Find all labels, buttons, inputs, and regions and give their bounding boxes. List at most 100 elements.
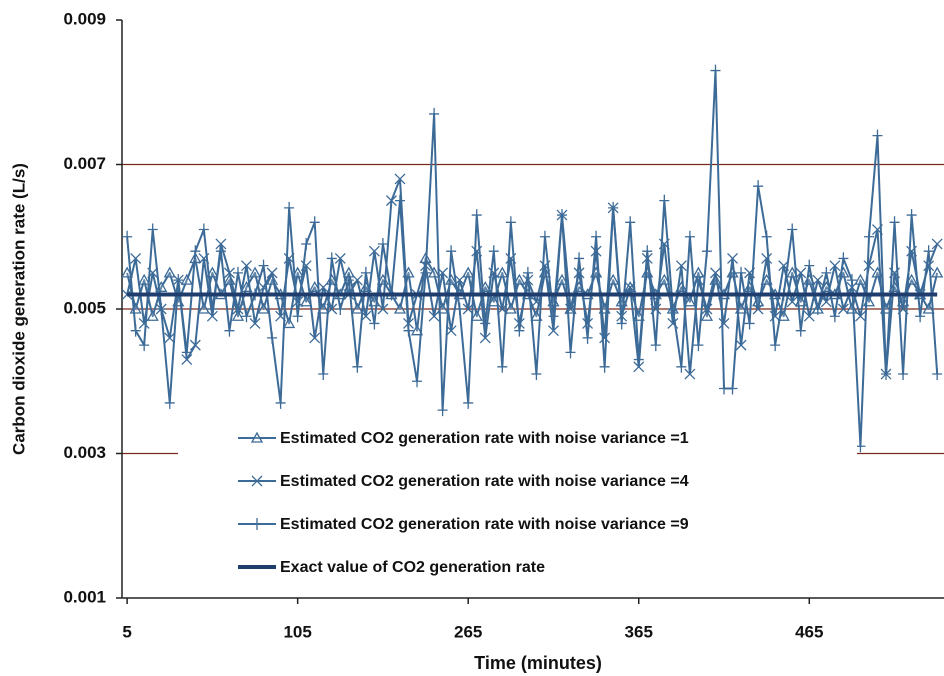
point-marker <box>428 310 440 322</box>
point-marker <box>368 245 380 257</box>
point-marker <box>633 361 645 373</box>
point-marker <box>565 346 576 359</box>
point-marker <box>122 289 133 301</box>
point-marker <box>317 302 330 314</box>
point-marker <box>446 245 457 258</box>
point-marker <box>360 266 371 279</box>
point-marker <box>138 273 151 285</box>
point-marker <box>206 266 219 278</box>
point-marker <box>683 295 697 307</box>
point-marker <box>700 309 714 321</box>
point-marker <box>258 259 269 272</box>
series-line <box>126 69 939 448</box>
point-marker <box>531 368 542 381</box>
point-marker <box>718 317 730 329</box>
point-marker <box>812 303 823 315</box>
point-marker <box>667 303 678 315</box>
point-marker <box>223 267 235 279</box>
point-marker <box>625 216 636 229</box>
x-axis-title: Time (minutes) <box>474 653 602 673</box>
point-marker <box>394 194 405 207</box>
point-marker <box>719 382 730 395</box>
x-tick-label: 5 <box>122 622 131 641</box>
point-marker <box>224 324 235 337</box>
x-tick-label: 105 <box>283 622 311 641</box>
point-marker <box>573 267 585 279</box>
point-marker <box>308 280 321 292</box>
point-marker <box>854 273 867 285</box>
point-marker <box>267 331 278 344</box>
y-tick-label: 0.009 <box>63 9 106 28</box>
point-marker <box>335 303 346 315</box>
point-marker <box>838 252 849 265</box>
x-tick-label: 365 <box>625 622 653 641</box>
point-marker <box>190 245 201 258</box>
point-marker <box>163 266 176 278</box>
point-marker <box>726 266 739 278</box>
point-marker <box>146 309 159 321</box>
point-marker <box>257 302 270 314</box>
point-marker <box>232 303 244 315</box>
point-marker <box>787 223 798 236</box>
point-marker <box>770 339 781 352</box>
legend-box <box>178 418 857 590</box>
point-marker <box>420 266 431 279</box>
point-marker <box>487 295 500 307</box>
point-marker <box>352 360 363 373</box>
point-marker <box>804 259 815 272</box>
point-marker <box>777 309 790 321</box>
y-axis-title: Carbon dioxide generation rate (L/s) <box>9 163 28 455</box>
point-marker <box>351 274 363 286</box>
point-marker <box>829 260 841 272</box>
point-marker <box>122 230 133 243</box>
point-marker <box>427 266 441 278</box>
point-marker <box>206 310 218 322</box>
point-marker <box>207 303 218 315</box>
point-marker <box>130 324 141 337</box>
plot-area <box>122 64 944 453</box>
point-marker <box>616 317 627 330</box>
point-marker <box>189 339 201 351</box>
point-marker <box>846 274 857 287</box>
point-marker <box>786 296 798 308</box>
legend-label: Exact value of CO2 generation rate <box>280 559 545 576</box>
point-marker <box>463 396 474 409</box>
point-marker <box>752 303 764 315</box>
point-marker <box>923 245 934 258</box>
point-marker <box>786 266 799 278</box>
point-marker <box>231 309 245 321</box>
point-marker <box>139 339 150 352</box>
point-marker <box>727 382 738 395</box>
point-marker <box>232 266 243 279</box>
point-marker <box>820 296 832 308</box>
point-marker <box>931 238 943 250</box>
point-marker <box>582 331 593 344</box>
point-marker <box>309 216 320 229</box>
point-marker <box>522 266 533 279</box>
point-marker <box>539 230 550 243</box>
point-marker <box>385 195 397 207</box>
point-marker <box>266 267 278 279</box>
point-marker <box>599 360 610 373</box>
point-marker <box>351 302 364 314</box>
point-marker <box>138 317 150 329</box>
legend: Estimated CO2 generation rate with noise… <box>178 418 857 590</box>
point-marker <box>215 238 227 250</box>
y-tick-label: 0.001 <box>63 587 106 606</box>
point-marker <box>496 266 509 278</box>
point-marker <box>412 375 423 388</box>
point-marker <box>821 266 832 279</box>
point-marker <box>488 245 499 258</box>
point-marker <box>250 431 264 443</box>
point-marker <box>693 339 704 352</box>
point-marker <box>650 339 661 352</box>
point-marker <box>181 354 193 366</box>
point-marker <box>377 303 389 315</box>
point-marker <box>744 317 755 330</box>
y-tick-label: 0.005 <box>63 298 106 317</box>
point-marker <box>300 295 313 307</box>
point-marker <box>574 252 585 265</box>
point-marker <box>548 310 559 323</box>
point-marker <box>437 404 448 417</box>
point-marker <box>215 245 226 258</box>
